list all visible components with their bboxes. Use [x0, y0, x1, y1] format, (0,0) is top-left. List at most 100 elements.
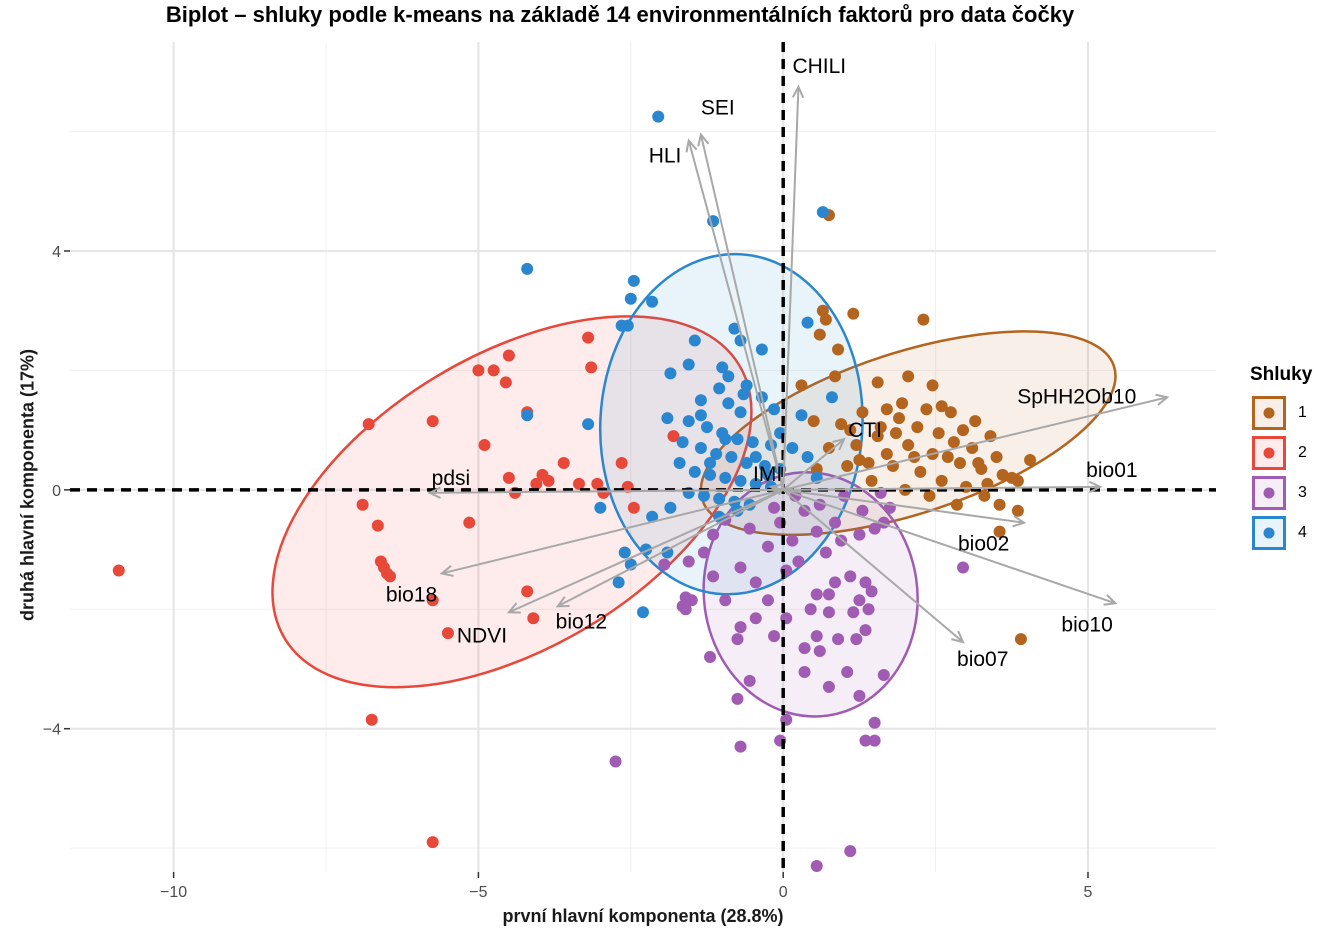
point-cluster-3: [682, 555, 695, 568]
point-cluster-4: [725, 451, 738, 463]
point-cluster-1: [813, 328, 826, 341]
point-cluster-1: [941, 451, 954, 463]
point-cluster-1: [996, 468, 1009, 481]
point-cluster-3: [877, 668, 890, 681]
loading-arrowhead-bio07: [951, 630, 965, 644]
point-cluster-2: [572, 477, 585, 490]
y-axis-label: druhá hlavní komponenta (17%): [17, 348, 38, 622]
point-cluster-4: [646, 510, 659, 523]
biplot-plot: CHILI SEI HLI SpHH2Ob10 CTI IMI bio01 bio02 pdsi…: [43, 42, 1216, 900]
point-cluster-3: [761, 594, 774, 607]
legend-label-4: 4: [1298, 524, 1307, 541]
point-cluster-4: [676, 436, 689, 449]
loading-label-hli: HLI: [649, 145, 682, 168]
point-cluster-2: [472, 364, 485, 377]
point-cluster-1: [889, 427, 902, 440]
point-cluster-3: [822, 606, 835, 619]
loading-arrow-hli: [687, 140, 785, 491]
point-cluster-2: [627, 501, 640, 514]
point-cluster-4: [825, 391, 838, 404]
point-cluster-1: [1024, 453, 1037, 466]
point-cluster-3: [868, 716, 881, 729]
point-cluster-4: [710, 448, 723, 461]
point-cluster-3: [761, 540, 774, 553]
point-cluster-2: [527, 612, 540, 625]
point-cluster-3: [853, 594, 866, 607]
point-cluster-1: [947, 436, 960, 449]
point-cluster-4: [582, 418, 595, 431]
loading-label-bio18: bio18: [386, 583, 437, 606]
point-cluster-2: [536, 468, 549, 481]
point-cluster-2: [365, 713, 378, 726]
point-cluster-4: [697, 489, 710, 502]
loading-arrowhead-bio12: [555, 596, 570, 608]
point-cluster-1: [926, 379, 939, 392]
point-cluster-1: [917, 313, 930, 326]
point-cluster-1: [862, 456, 875, 469]
point-cluster-1: [969, 415, 982, 428]
point-cluster-3: [798, 504, 811, 517]
point-cluster-3: [832, 633, 845, 646]
loading-arrow-cti: [782, 438, 845, 491]
point-cluster-4: [728, 322, 741, 335]
point-cluster-4: [682, 358, 695, 371]
point-cluster-3: [798, 642, 811, 655]
loading-arrow-bio01: [783, 485, 1101, 491]
legend-item-1: 1: [1250, 396, 1333, 436]
point-cluster-3: [868, 734, 881, 747]
point-cluster-1: [835, 418, 848, 431]
point-cluster-1: [810, 462, 823, 475]
legend-label-2: 2: [1298, 444, 1307, 461]
loading-arrow-chili: [782, 86, 800, 490]
legend-item-2: 2: [1250, 436, 1333, 476]
point-cluster-3: [859, 576, 872, 589]
point-cluster-1: [822, 442, 835, 455]
loading-arrow-sei: [699, 134, 785, 491]
point-cluster-3: [734, 561, 747, 574]
legend-item-4: 4: [1250, 516, 1333, 556]
point-cluster-2: [374, 555, 387, 568]
loading-label-sei: SEI: [701, 97, 735, 120]
point-cluster-2: [384, 570, 397, 583]
point-cluster-3: [810, 588, 823, 601]
point-cluster-4: [521, 262, 534, 275]
point-cluster-3: [844, 845, 857, 858]
point-cluster-4: [594, 501, 607, 514]
point-cluster-2: [356, 498, 369, 511]
loading-label-bio12: bio12: [556, 610, 607, 633]
loading-arrowhead-bio10: [1103, 594, 1118, 606]
y-tick-label: −4: [43, 722, 61, 739]
point-cluster-4: [719, 433, 732, 446]
point-cluster-2: [499, 376, 512, 389]
point-cluster-3: [838, 489, 851, 502]
point-cluster-3: [707, 570, 720, 583]
point-cluster-1: [844, 424, 857, 437]
point-cluster-4: [740, 456, 753, 469]
loading-arrowhead-hli: [685, 138, 698, 153]
point-cluster-1: [841, 459, 854, 472]
y-tick-label: 0: [52, 483, 61, 500]
x-tick-label: −10: [160, 884, 187, 900]
point-cluster-1: [807, 415, 820, 428]
loading-label-imi: IMI: [753, 463, 782, 486]
point-cluster-3: [707, 528, 720, 541]
point-cluster-1: [829, 370, 842, 383]
point-cluster-3: [853, 528, 866, 541]
point-cluster-4: [716, 361, 729, 374]
point-cluster-3: [810, 525, 823, 538]
point-cluster-3: [810, 630, 823, 643]
point-cluster-4: [664, 367, 677, 380]
point-cluster-1: [795, 379, 808, 392]
point-cluster-2: [478, 439, 491, 452]
point-cluster-4: [713, 492, 726, 505]
point-cluster-1: [944, 406, 957, 419]
point-cluster-4: [652, 110, 665, 123]
point-cluster-3: [829, 516, 842, 529]
legend-key-1: [1252, 396, 1286, 430]
point-cluster-3: [798, 665, 811, 678]
point-cluster-3: [697, 546, 710, 559]
loading-label-cti: CTI: [848, 419, 882, 442]
point-cluster-2: [441, 627, 454, 640]
point-cluster-4: [737, 388, 750, 401]
point-cluster-1: [920, 403, 933, 416]
